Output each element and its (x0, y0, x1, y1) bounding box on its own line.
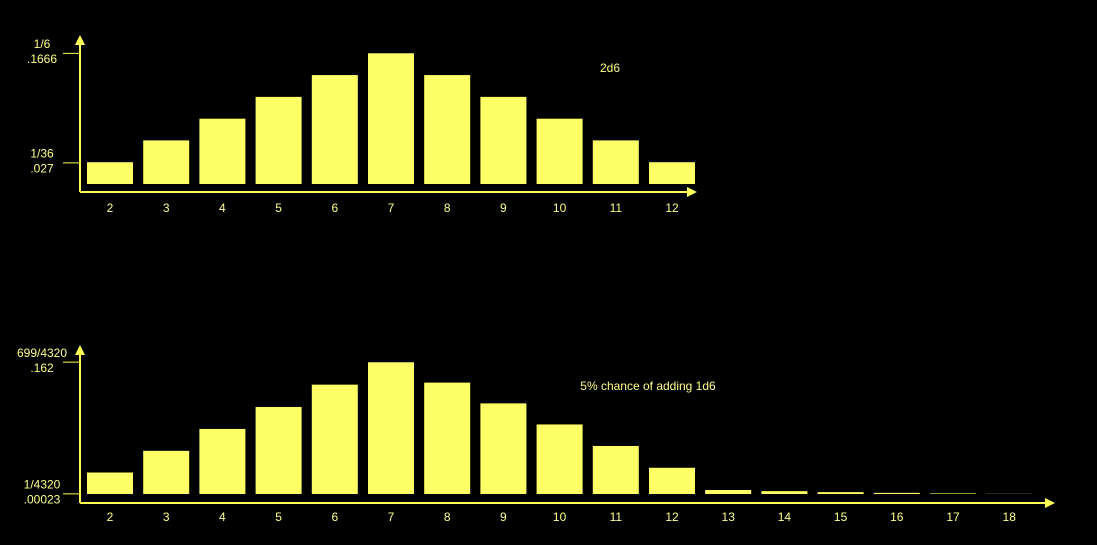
bar (480, 96, 527, 184)
y-tick-label: .00023 (24, 492, 61, 506)
x-tick-label: 18 (1003, 510, 1017, 524)
x-tick-label: 2 (107, 201, 114, 215)
bar (424, 75, 471, 184)
bar (705, 490, 752, 494)
x-tick-label: 16 (890, 510, 904, 524)
x-tick-label: 10 (553, 510, 567, 524)
x-tick-label: 14 (778, 510, 792, 524)
bar (311, 384, 358, 494)
bar (143, 450, 190, 494)
bar (480, 403, 527, 494)
y-tick-label: 699/4320 (17, 346, 67, 360)
annotation: 2d6 (600, 61, 620, 75)
y-tick-label: .1666 (27, 52, 57, 66)
y-tick-label: 1/36 (30, 146, 54, 160)
x-tick-label: 13 (722, 510, 736, 524)
y-tick-label: 1/6 (34, 37, 51, 51)
x-tick-label: 8 (444, 510, 451, 524)
x-tick-label: 4 (219, 510, 226, 524)
x-tick-label: 9 (500, 510, 507, 524)
bar (817, 492, 864, 494)
x-tick-label: 5 (275, 510, 282, 524)
bar (930, 493, 976, 494)
bar (761, 491, 808, 494)
x-tick-label: 7 (388, 510, 395, 524)
x-tick-label: 11 (610, 201, 623, 215)
bar (143, 140, 190, 184)
x-tick-label: 17 (946, 510, 960, 524)
x-tick-label: 12 (665, 201, 679, 215)
y-axis-arrow (75, 35, 85, 45)
bar (649, 467, 695, 494)
annotation: 5% chance of adding 1d6 (580, 379, 716, 393)
bar (87, 162, 133, 184)
x-tick-label: 2 (107, 510, 114, 524)
x-tick-label: 5 (275, 201, 282, 215)
x-axis-arrow (687, 187, 697, 197)
y-tick-label: 1/4320 (24, 477, 61, 491)
bar (536, 424, 583, 494)
bar (255, 96, 302, 184)
y-axis-arrow (75, 345, 85, 355)
x-tick-label: 6 (331, 201, 338, 215)
bar (368, 362, 414, 494)
bar (424, 382, 471, 494)
bar (649, 162, 695, 184)
x-tick-label: 7 (388, 201, 395, 215)
bar (199, 428, 246, 494)
x-tick-label: 8 (444, 201, 451, 215)
bar (536, 118, 583, 184)
x-tick-label: 3 (163, 201, 170, 215)
bar (311, 75, 358, 184)
x-tick-label: 4 (219, 201, 226, 215)
x-tick-label: 11 (610, 510, 623, 524)
bar (199, 118, 246, 184)
x-tick-label: 3 (163, 510, 170, 524)
x-tick-label: 6 (331, 510, 338, 524)
bar (255, 406, 302, 494)
y-tick-label: .162 (30, 361, 54, 375)
bar (368, 53, 414, 184)
x-tick-label: 12 (665, 510, 679, 524)
x-tick-label: 10 (553, 201, 567, 215)
x-axis-arrow (1045, 498, 1055, 508)
bar (592, 140, 639, 184)
y-tick-label: .027 (30, 161, 54, 175)
x-tick-label: 15 (834, 510, 848, 524)
bar (592, 445, 639, 494)
x-tick-label: 9 (500, 201, 507, 215)
bar (873, 492, 920, 494)
bar (87, 472, 133, 494)
